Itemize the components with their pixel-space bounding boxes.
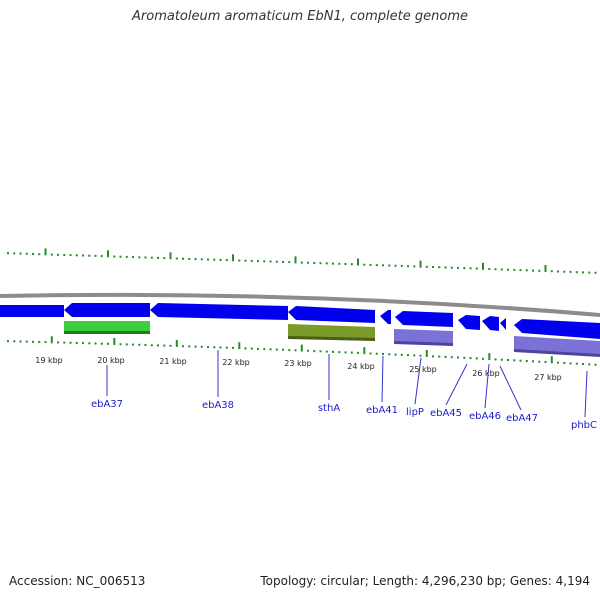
label-line [484, 363, 490, 409]
genome-title: Aromatoleum aromaticum EbN1, complete ge… [132, 9, 468, 24]
gene-arrow[interactable] [288, 306, 375, 323]
kbp-scale: 19 kbp 20 kbp 21 kbp 22 kbp 23 kbp 24 kb… [35, 356, 562, 382]
gene-label-ebA45[interactable]: ebA45 [430, 408, 462, 419]
genome-summary-text: Topology: circular; Length: 4,296,230 bp… [260, 574, 590, 588]
kbp-label: 20 kbp [97, 356, 125, 365]
gene-label-ebA37[interactable]: ebA37 [91, 399, 123, 410]
gene-arrow[interactable] [500, 318, 506, 330]
gene-arrow[interactable] [458, 315, 480, 330]
kbp-label: 25 kbp [409, 365, 437, 374]
label-line [445, 363, 468, 406]
gene-label-ebA38[interactable]: ebA38 [202, 400, 234, 411]
feature-bar-olive-edge [288, 336, 375, 341]
kbp-label: 21 kbp [159, 357, 187, 366]
label-line [381, 355, 384, 403]
kbp-label: 23 kbp [284, 359, 312, 368]
feature-bar-purple-edge [394, 341, 453, 346]
gene-label-ebA47[interactable]: ebA47 [506, 413, 538, 424]
kbp-label: 22 kbp [222, 358, 250, 367]
gene-labels: ebA37 ebA38 sthA ebA41 lipP ebA45 ebA46 … [91, 399, 597, 431]
gene-label-ebA41[interactable]: ebA41 [366, 405, 398, 416]
kbp-label: 24 kbp [347, 362, 375, 371]
gene-label-lipP[interactable]: lipP [406, 407, 424, 418]
gene-arrow[interactable] [514, 319, 600, 339]
gene-arrow[interactable] [0, 305, 64, 317]
gene-arrow[interactable] [395, 311, 453, 327]
gene-arrow[interactable] [482, 316, 499, 331]
feature-bar-purple[interactable] [394, 329, 453, 345]
feature-bar-olive[interactable] [288, 324, 375, 340]
feature-bar-purple-edge [514, 349, 600, 357]
label-line [584, 370, 588, 418]
feature-bar-green[interactable] [64, 321, 150, 334]
inner-tick-ring [7, 336, 597, 366]
accession-text: Accession: NC_006513 [9, 574, 146, 588]
gene-arrow[interactable] [150, 303, 288, 320]
gene-label-sthA[interactable]: sthA [318, 403, 340, 414]
label-line [499, 365, 522, 411]
gene-track [0, 303, 600, 339]
gene-label-phbC[interactable]: phbC [571, 420, 597, 431]
label-line [414, 357, 422, 405]
kbp-label: 19 kbp [35, 356, 63, 365]
genome-backbone [0, 292, 600, 317]
feature-bar-green-edge [64, 331, 150, 334]
kbp-label: 26 kbp [472, 369, 500, 378]
feature-track [64, 321, 600, 357]
gene-label-ebA46[interactable]: ebA46 [469, 411, 501, 422]
gene-arrow[interactable] [380, 310, 391, 324]
gene-arrow[interactable] [64, 303, 150, 317]
outer-tick-ring [7, 248, 597, 274]
kbp-label: 27 kbp [534, 373, 562, 382]
gene-label-lines [106, 350, 588, 418]
